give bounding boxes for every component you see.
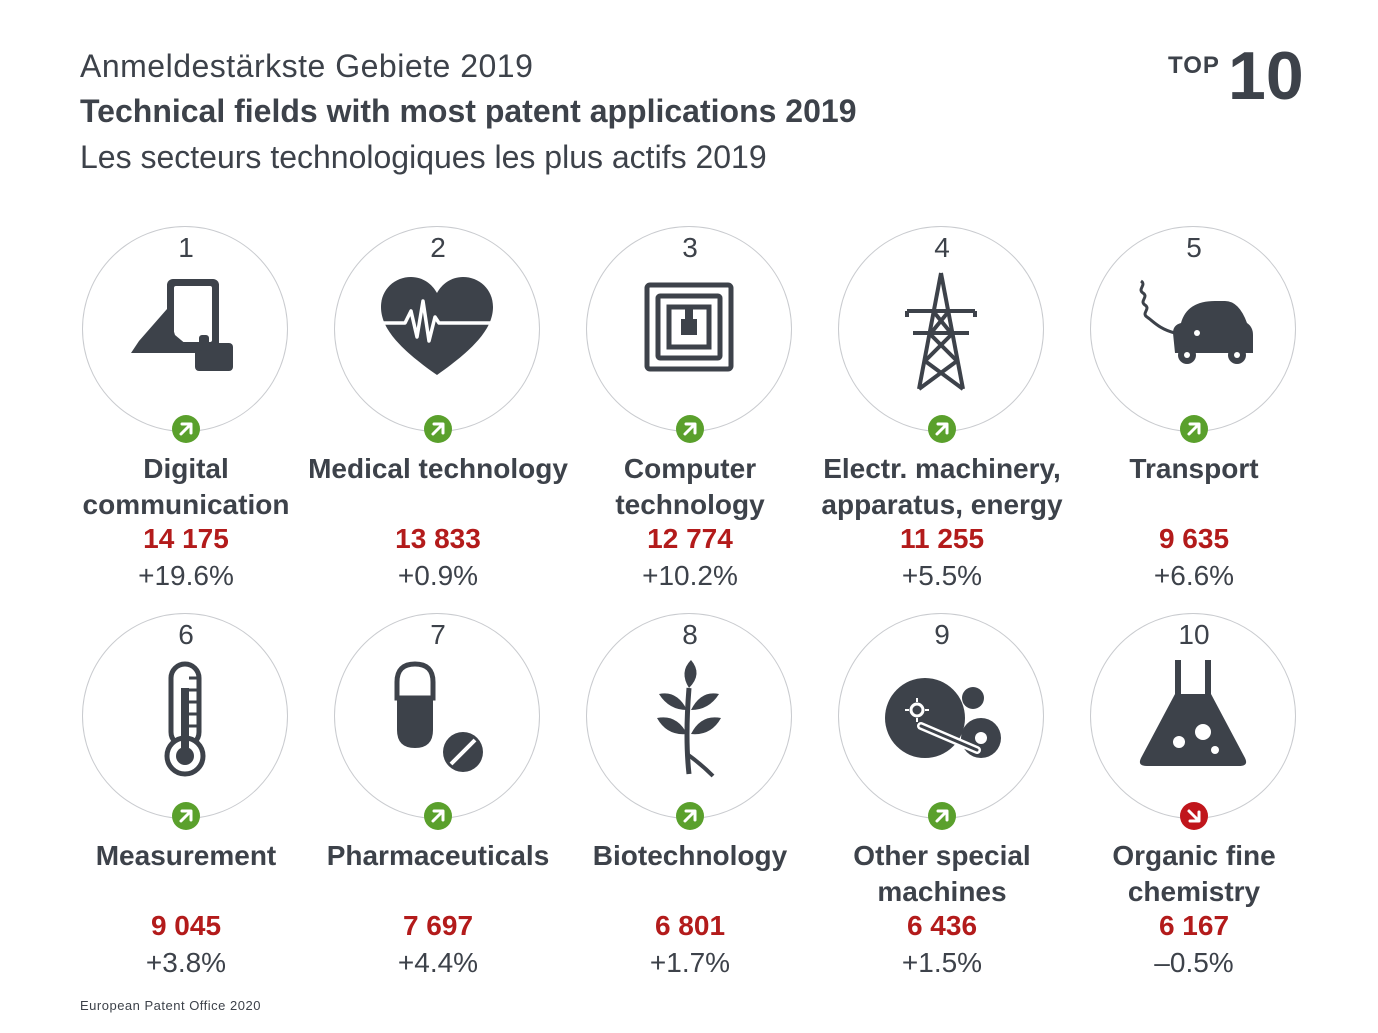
trend-up-icon [675,801,705,831]
application-count: 6 436 [906,910,978,941]
trend-up-icon [171,801,201,831]
field-label: Transport [1129,453,1259,484]
field-label: Pharmaceuticals [326,840,550,871]
rank-number: 7 [430,619,446,650]
rank-number: 2 [430,232,446,263]
percent-change: –0.5% [1154,947,1234,978]
flask-icon [1139,660,1247,766]
field-label: Medical technology [308,453,568,484]
machine-wheels-icon [885,678,1001,758]
trend-up-icon [927,414,957,444]
heartbeat-icon [381,277,493,375]
percent-change: +4.4% [397,947,479,978]
trend-up-icon [423,414,453,444]
tablet-hand-icon [131,279,233,371]
application-count: 14 175 [143,523,229,554]
rank-number: 10 [1178,619,1210,650]
rank-number: 8 [682,619,698,650]
trend-up-icon [423,801,453,831]
leaf-branch-icon [657,660,721,778]
title-french: Les secteurs technologiques les plus act… [80,139,767,175]
source-footer: European Patent Office 2020 [80,998,261,1013]
trend-up-icon [927,801,957,831]
trend-down-icon [1179,801,1209,831]
percent-change: +6.6% [1153,560,1235,591]
title-english: Technical fields with most patent applic… [80,93,857,129]
percent-change: +19.6% [138,560,234,591]
rank-number: 6 [178,619,194,650]
application-count: 13 833 [395,523,481,554]
application-count: 9 045 [150,910,222,941]
application-count: 11 255 [899,523,985,554]
thermometer-icon [164,661,206,777]
field-label: Measurement [95,840,277,871]
rank-number: 1 [178,232,194,263]
percent-change: +10.2% [642,560,738,591]
field-label: Biotechnology [592,840,788,871]
rank-number: 9 [934,619,950,650]
application-count: 6 167 [1158,910,1230,941]
percent-change: +1.5% [901,947,983,978]
title-german: Anmeldestärkste Gebiete 2019 [80,48,534,84]
rank-number: 3 [682,232,698,263]
rank-number: 4 [934,232,950,263]
trend-up-icon [675,414,705,444]
badge-top-text: TOP [1168,52,1220,79]
application-count: 12 774 [647,523,733,554]
field-label: Digital communication [82,453,290,520]
rank-number: 5 [1186,232,1202,263]
trend-up-icon [171,414,201,444]
chip-icon [644,282,734,372]
percent-change: +3.8% [145,947,227,978]
field-label: Computer technology [615,453,765,520]
field-label: Organic fine chemistry [1112,840,1276,907]
power-pylon-icon [905,272,977,391]
electric-car-icon [1139,279,1253,364]
pills-icon [394,661,483,772]
percent-change: +0.9% [397,560,479,591]
trend-up-icon [1179,414,1209,444]
field-label: Other special machines [853,840,1031,907]
application-count: 7 697 [402,910,474,941]
badge-ten-text: 10 [1228,38,1304,114]
percent-change: +5.5% [901,560,983,591]
application-count: 6 801 [654,910,726,941]
application-count: 9 635 [1158,523,1230,554]
percent-change: +1.7% [649,947,731,978]
field-label: Electr. machinery, apparatus, energy [821,453,1063,520]
